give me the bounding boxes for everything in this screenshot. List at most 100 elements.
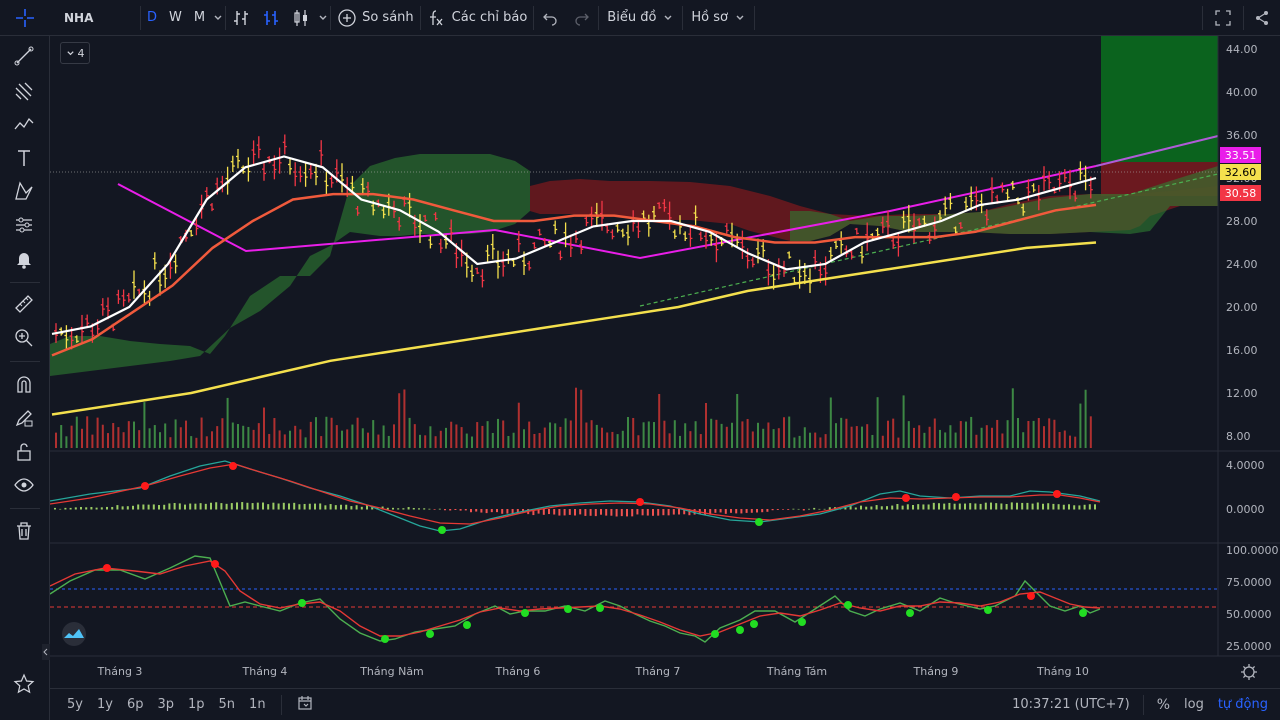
macd-histogram-bar: [662, 509, 665, 516]
trash-icon[interactable]: [10, 517, 38, 545]
volume-bar: [122, 432, 125, 448]
eye-icon[interactable]: [10, 471, 38, 499]
rsi-axis[interactable]: 100.0000 75.0000 50.0000 25.0000: [1226, 544, 1279, 653]
range-1m[interactable]: 1p: [188, 697, 205, 712]
volume-bar: [996, 419, 999, 448]
badge-red: 30.58: [1220, 185, 1261, 201]
unlock-icon[interactable]: [10, 438, 38, 466]
gear-icon[interactable]: [1241, 664, 1257, 680]
range-1d[interactable]: 1n: [249, 697, 266, 712]
tradingview-logo[interactable]: [62, 622, 86, 646]
ruler-icon[interactable]: [10, 290, 38, 318]
macd-histogram-bar: [797, 508, 800, 510]
price-bar: [418, 214, 422, 244]
macd-histogram-bar: [74, 507, 77, 510]
macd-histogram-bar: [386, 507, 389, 510]
macd-histogram-bar: [298, 504, 301, 510]
symbol-label[interactable]: NHA: [64, 10, 94, 25]
divider: [10, 361, 40, 362]
price-bar: [381, 206, 386, 219]
pitchfork-icon[interactable]: [10, 77, 38, 105]
volume-bar: [315, 417, 317, 448]
volume-bar: [559, 426, 562, 448]
lock-pencil-icon[interactable]: [10, 404, 38, 432]
rsi-cross-dot: [426, 630, 434, 638]
alert-bell-icon[interactable]: [10, 245, 38, 273]
range-1y[interactable]: 1y: [96, 697, 113, 712]
price-bar: [1042, 166, 1046, 191]
indicators-button[interactable]: Các chỉ báo: [421, 0, 534, 36]
price-bar: [501, 251, 506, 277]
interval-month[interactable]: M: [193, 10, 206, 25]
polyline-icon[interactable]: [10, 110, 38, 138]
chevron-down-icon: [66, 50, 74, 55]
range-6m[interactable]: 6p: [126, 697, 144, 712]
zoom-in-icon[interactable]: [10, 324, 38, 352]
price-bar: [360, 178, 365, 196]
macd-histogram-bar: [392, 507, 394, 510]
pattern-icon[interactable]: [10, 177, 38, 205]
macd-histogram-bar: [418, 508, 420, 510]
interval-week[interactable]: W: [169, 10, 182, 25]
rsi-cross-dot: [984, 606, 992, 614]
volume-bar: [725, 426, 728, 448]
macd-histogram-bar: [1005, 503, 1008, 510]
undo-icon[interactable]: [534, 0, 566, 36]
volume-bar: [549, 422, 551, 448]
star-icon[interactable]: [10, 670, 38, 698]
time-axis[interactable]: Tháng 3 Tháng 4 Tháng Năm Tháng 6 Tháng 7 Thá…: [97, 665, 1089, 678]
macd-histogram-bar: [210, 502, 212, 510]
volume-bar: [835, 423, 837, 448]
text-icon[interactable]: [10, 144, 38, 172]
profile-menu[interactable]: Hồ sơ: [683, 0, 754, 36]
chevron-down-icon[interactable]: [316, 0, 330, 36]
legend-toggle[interactable]: 4: [60, 42, 90, 64]
price-bar: [636, 220, 641, 239]
volume-bar: [871, 434, 874, 448]
target-zone: [1101, 36, 1218, 162]
log-toggle[interactable]: log: [1184, 697, 1204, 712]
bar-style-icon[interactable]: [226, 0, 256, 36]
volume-bar: [705, 402, 707, 448]
percent-toggle[interactable]: %: [1156, 696, 1170, 713]
range-3m[interactable]: 3p: [157, 697, 174, 712]
chart-menu[interactable]: Biểu đồ: [599, 0, 682, 36]
range-5y[interactable]: 5y: [67, 697, 83, 712]
auto-scale-toggle[interactable]: tự động: [1217, 697, 1268, 712]
price-tick: 16.00: [1226, 344, 1258, 357]
price-axis[interactable]: 44.0040.0036.0032.0028.0024.0020.0016.00…: [1226, 43, 1258, 443]
macd-histogram-bar: [126, 506, 129, 510]
macd-histogram-bar: [672, 509, 675, 515]
price-tick: 44.00: [1226, 43, 1258, 56]
macd-histogram-bar: [215, 502, 218, 510]
crosshair-icon[interactable]: [0, 0, 50, 36]
range-5d[interactable]: 5n: [218, 697, 236, 712]
redo-icon[interactable]: [566, 0, 598, 36]
calendar-icon[interactable]: [290, 695, 320, 715]
collapse-toggle[interactable]: [42, 644, 50, 660]
price-bar: [891, 237, 896, 249]
macd-axis[interactable]: 4.0000 0.0000: [1226, 459, 1265, 516]
trend-line-icon[interactable]: [10, 42, 38, 70]
macd-histogram-bar: [428, 508, 431, 510]
macd-histogram-bar: [553, 509, 556, 515]
clock-readout[interactable]: 10:37:21 (UTC+7): [1012, 697, 1130, 712]
share-icon[interactable]: [1244, 0, 1280, 36]
macd-histogram-bar: [340, 504, 342, 510]
fullscreen-icon[interactable]: [1203, 0, 1243, 36]
volume-bar: [304, 437, 307, 448]
compare-button[interactable]: So sánh: [331, 0, 420, 36]
measure-icon[interactable]: [10, 211, 38, 239]
volume-bar: [107, 433, 109, 448]
ohlc-icon[interactable]: [256, 0, 286, 36]
magnet-icon[interactable]: [10, 370, 38, 398]
price-bar: [1073, 190, 1078, 202]
volume-bar: [439, 430, 442, 448]
interval-day[interactable]: D: [147, 10, 158, 25]
time-tick: Tháng 10: [1036, 665, 1089, 678]
candles-icon[interactable]: [286, 0, 316, 36]
macd-histogram-bar: [69, 507, 72, 510]
volume-bar: [616, 434, 619, 448]
chevron-down-icon[interactable]: [211, 0, 225, 36]
chart-area[interactable]: 44.0040.0036.0032.0028.0024.0020.0016.00…: [50, 36, 1280, 688]
